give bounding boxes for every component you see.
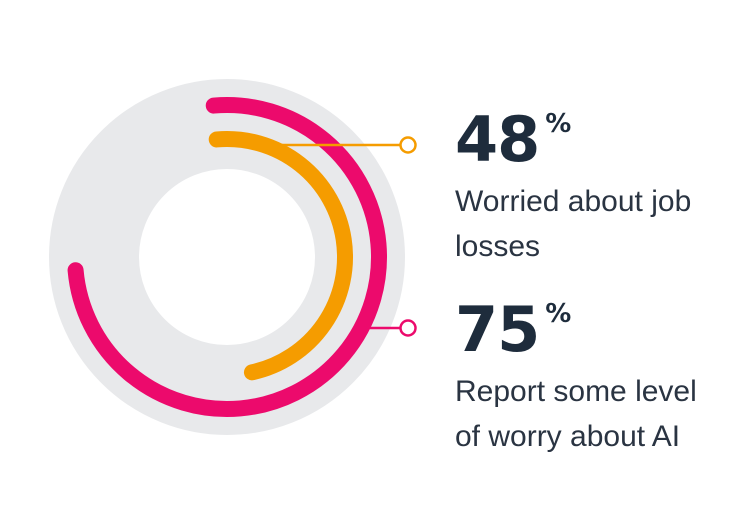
stat-label: Report some level of worry about AI bbox=[455, 375, 697, 453]
arc-series-1 bbox=[67, 97, 387, 417]
percent-unit: % bbox=[545, 299, 572, 329]
stat-job-losses: 48 % Worried about job losses bbox=[455, 105, 725, 269]
stat-number: 75 bbox=[455, 293, 540, 366]
percent-unit: % bbox=[545, 109, 572, 139]
connector-dot-1 bbox=[399, 319, 417, 337]
stat-worry-about-ai: 75 % Report some level of worry about AI bbox=[455, 295, 725, 459]
arc-series-0 bbox=[208, 131, 353, 381]
stat-label: Worried about job losses bbox=[455, 185, 692, 263]
stat-value-row: 75 % bbox=[455, 295, 725, 365]
stat-value-row: 48 % bbox=[455, 105, 725, 175]
connector-dot-0 bbox=[399, 136, 417, 154]
stat-number: 48 bbox=[455, 103, 540, 176]
donut-track bbox=[49, 79, 405, 435]
